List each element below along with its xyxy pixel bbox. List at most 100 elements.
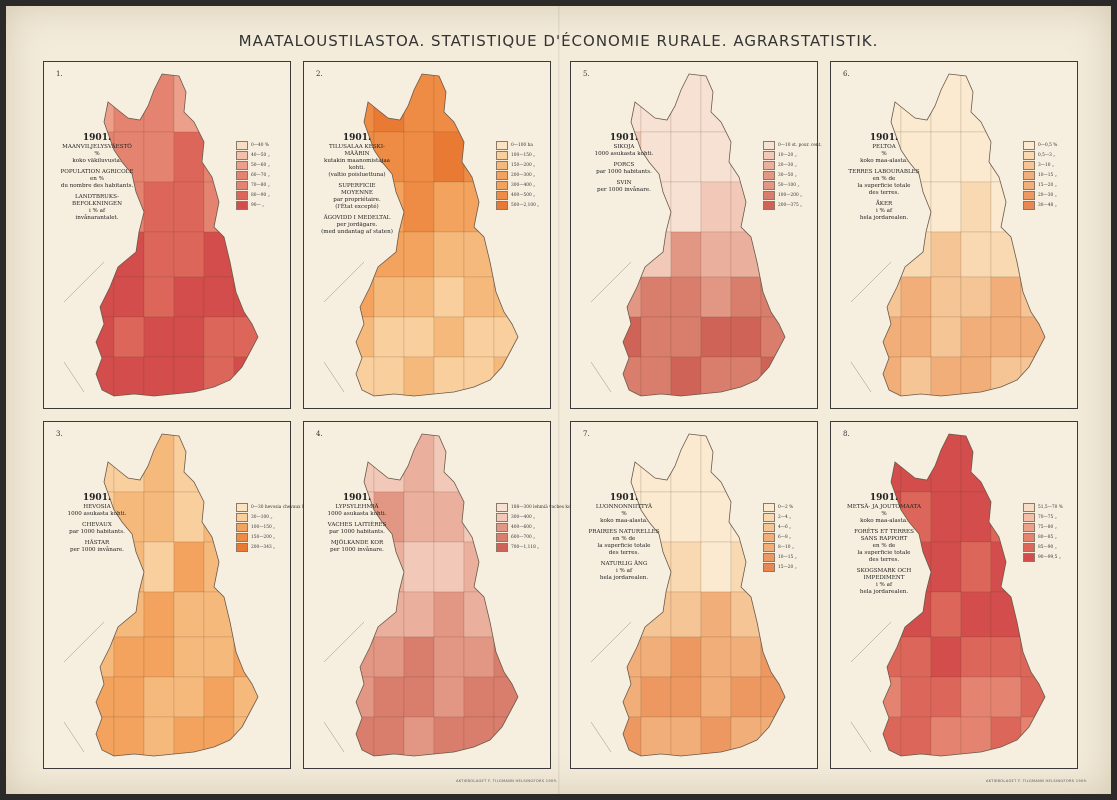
- map-region: [760, 591, 785, 638]
- legend-swatch: [763, 160, 775, 170]
- legend-swatch: [763, 180, 775, 190]
- panel-title-line: i % af: [615, 568, 633, 574]
- map-region: [173, 231, 205, 278]
- map-region: [233, 676, 258, 718]
- map-region: [203, 276, 235, 318]
- map-region: [700, 591, 732, 638]
- map-region: [960, 356, 992, 396]
- map-region: [700, 74, 732, 133]
- legend-entry: 50—100 „: [763, 180, 819, 190]
- legend-entry: 8—10 „: [763, 542, 819, 552]
- map-region: [990, 316, 1022, 358]
- map-region: [883, 276, 902, 318]
- map-region: [760, 74, 785, 133]
- legend-entry: 20—30 „: [1023, 190, 1079, 200]
- map-region: [883, 356, 902, 396]
- map-region: [883, 231, 902, 278]
- map-region: [700, 131, 732, 183]
- legend-swatch: [763, 150, 775, 160]
- legend-label: 75—80 „: [1038, 524, 1057, 530]
- legend-label: 188—300 lehmiä vaches kor: [511, 504, 573, 510]
- map-region: [356, 591, 375, 638]
- panel-title-line: hela jordarealen.: [859, 215, 909, 221]
- panel-title-line: 1901.: [609, 493, 639, 503]
- legend-swatch: [236, 532, 248, 542]
- legend-label: 10—15 „: [778, 554, 797, 560]
- panel-title-line: NATURLIG ÄNG: [600, 561, 648, 567]
- panel-title-line: HEVOSIA: [83, 504, 111, 510]
- map-region: [113, 716, 145, 756]
- map-region: [730, 491, 762, 543]
- map-region: [640, 74, 672, 133]
- legend-swatch: [236, 512, 248, 522]
- map-region: [493, 231, 518, 278]
- legend-swatch: [1023, 542, 1035, 552]
- map-region: [640, 591, 672, 638]
- legend-label: 3—10 „: [1038, 162, 1055, 168]
- map-region: [730, 591, 762, 638]
- map-region: [143, 636, 175, 678]
- map-region: [433, 131, 465, 183]
- map-region: [143, 316, 175, 358]
- map-region: [433, 491, 465, 543]
- legend-label: 50—60 „: [251, 162, 270, 168]
- legend-entry: 200—343 „: [236, 542, 292, 552]
- map-panel-3: 5. 1901. SIKOJA 1000 asukasta kohti. PORCS pa…: [570, 61, 822, 409]
- panel-title-line: (med undantag af staten): [321, 229, 393, 235]
- map-region: [356, 231, 375, 278]
- legend-entry: 200—375 „: [763, 200, 819, 210]
- legend-swatch: [236, 150, 248, 160]
- country-border: [95, 73, 259, 397]
- map-region: [233, 434, 258, 493]
- map-region: [670, 356, 702, 396]
- legend-label: 600—700 „: [511, 534, 536, 540]
- legend-swatch: [763, 532, 775, 542]
- map-region: [930, 434, 962, 493]
- panel-title-line: la superficie totale: [597, 543, 651, 549]
- map-region: [990, 356, 1022, 396]
- panel-title-line: %: [881, 511, 887, 517]
- legend-entry: 10—15 „: [1023, 170, 1079, 180]
- legend-label: 51,5—70 %: [1038, 504, 1063, 510]
- map-region: [960, 636, 992, 678]
- map-region: [930, 716, 962, 756]
- map-region: [403, 356, 435, 396]
- map-region: [1020, 434, 1045, 493]
- map-region: [493, 276, 518, 318]
- map-region: [203, 591, 235, 638]
- finland-choropleth-map: [590, 433, 786, 757]
- map-panel-7: 7. 1901. LUONNONNIITTYÄ% koko maa-alasta. PR…: [570, 421, 818, 769]
- panel-title-line: VACHES LAITIÈRES: [327, 522, 387, 528]
- map-region: [96, 636, 115, 678]
- map-region: [640, 356, 672, 396]
- finland-choropleth-map: [63, 433, 259, 757]
- map-region: [640, 716, 672, 756]
- panel-title-block: 1901. METSÄ- JA JOUTOMAATA% koko maa-alast…: [839, 492, 929, 596]
- map-region: [670, 316, 702, 358]
- country-border: [622, 73, 786, 397]
- map-region: [960, 491, 992, 543]
- map-region: [203, 181, 235, 233]
- legend-swatch: [236, 502, 248, 512]
- legend-swatch: [1023, 502, 1035, 512]
- sea-boundary-line: [323, 261, 365, 393]
- legend-entry: 400—500 „: [496, 190, 552, 200]
- panel-title-block: 1901. LYPSYLEHMIÄ 1000 asukasta kohti. VACH…: [312, 492, 402, 554]
- map-legend: 0—10 st. pour. cent. 10—20 „ 20—30 „ 30—50 …: [763, 140, 822, 210]
- panel-number: 1.: [56, 70, 63, 78]
- panel-title-line: i % af: [875, 582, 893, 588]
- panel-title-line: koko maa-alasta.: [860, 518, 908, 524]
- map-region: [670, 434, 702, 493]
- map-region: [433, 676, 465, 718]
- legend-entry: 0—40 %: [236, 140, 292, 150]
- map-region: [990, 676, 1022, 718]
- map-region: [623, 716, 642, 756]
- map-region: [730, 541, 762, 593]
- map-region: [433, 636, 465, 678]
- map-legend: 0—30 hevosia chevaux hästar 30—100 „ 100—1…: [236, 502, 316, 552]
- map-region: [113, 356, 145, 396]
- map-region: [640, 276, 672, 318]
- map-panel-6: 4. 1901. LYPSYLEHMIÄ 1000 asukasta kohti. VA…: [303, 421, 573, 769]
- map-region: [1020, 74, 1045, 133]
- legend-swatch: [236, 180, 248, 190]
